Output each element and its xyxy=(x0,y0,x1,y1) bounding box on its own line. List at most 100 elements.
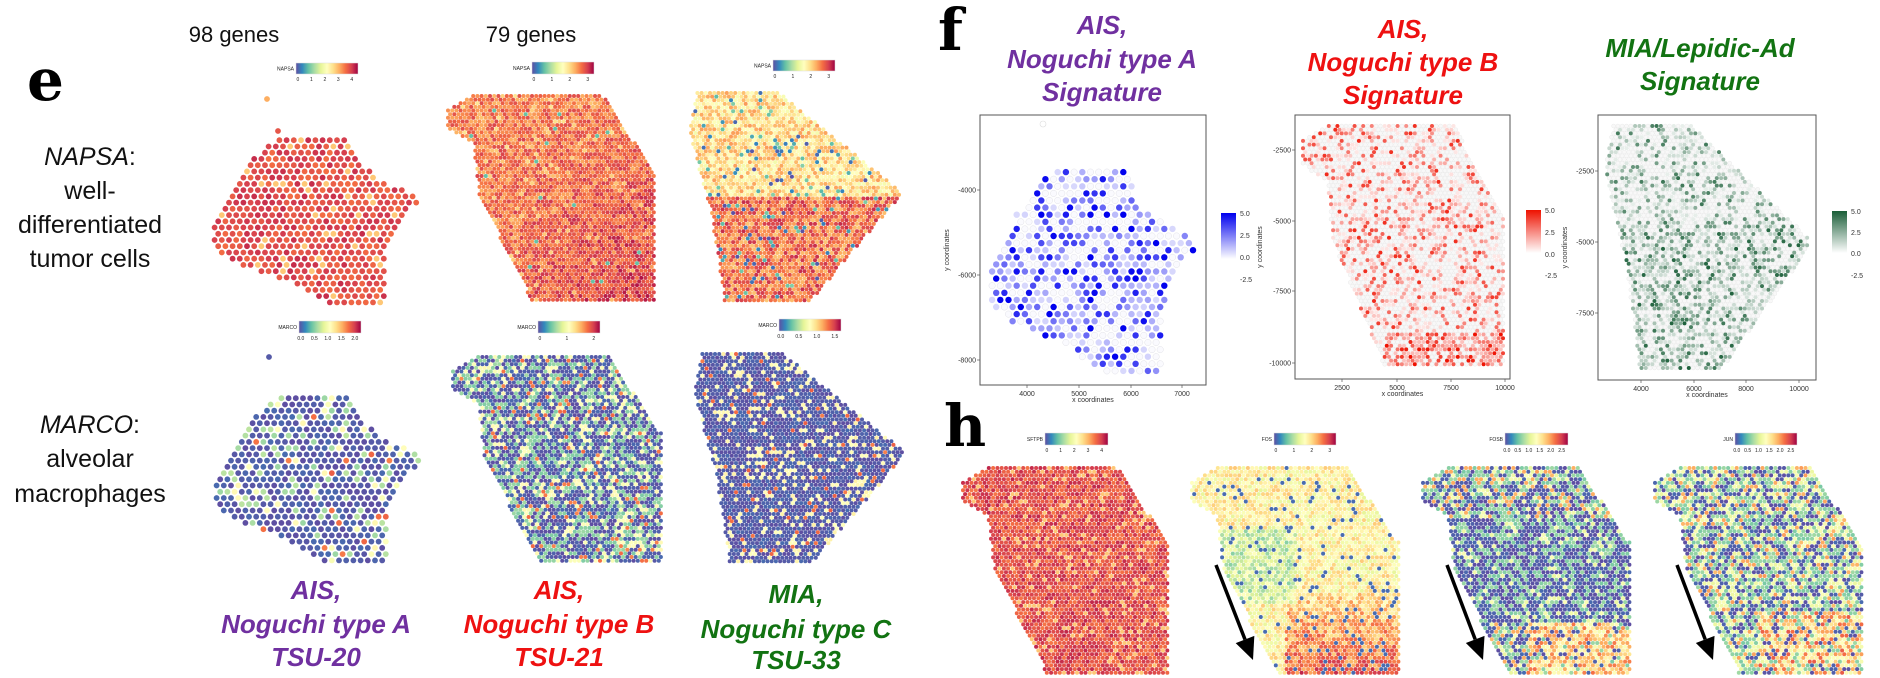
spot xyxy=(513,152,518,157)
spot xyxy=(559,203,564,208)
spot xyxy=(609,174,614,178)
spot xyxy=(496,152,501,157)
spot xyxy=(557,155,562,160)
spot xyxy=(348,174,355,181)
spot xyxy=(534,130,539,135)
spot xyxy=(578,148,583,153)
spot xyxy=(823,181,828,186)
spot xyxy=(834,236,838,241)
spot xyxy=(580,261,585,266)
spot xyxy=(475,123,480,128)
spot xyxy=(861,232,866,237)
spot xyxy=(737,280,742,285)
spot xyxy=(500,210,505,215)
spot xyxy=(609,297,614,302)
spot xyxy=(708,134,712,139)
spot xyxy=(804,287,809,292)
spot xyxy=(735,94,740,99)
spot xyxy=(578,272,583,277)
spot xyxy=(294,143,301,150)
spot xyxy=(639,166,644,171)
spot xyxy=(348,287,355,293)
spot xyxy=(567,123,572,128)
spot xyxy=(586,272,591,277)
spot xyxy=(804,149,809,154)
spot xyxy=(599,294,604,298)
spot xyxy=(283,262,290,268)
spot xyxy=(701,160,706,165)
spot xyxy=(622,203,627,208)
spot xyxy=(509,203,513,208)
spot xyxy=(366,268,373,275)
spot xyxy=(236,218,243,225)
spot xyxy=(561,104,566,109)
spot xyxy=(254,249,261,256)
spot xyxy=(808,221,813,226)
spot xyxy=(504,203,509,208)
spot xyxy=(743,232,748,237)
spot xyxy=(488,210,492,215)
spot xyxy=(477,141,482,146)
spot xyxy=(498,206,503,211)
spot xyxy=(559,108,564,113)
spot xyxy=(557,214,562,218)
spot xyxy=(632,163,637,168)
spot xyxy=(785,211,790,215)
spot xyxy=(397,463,404,470)
spot xyxy=(777,116,782,121)
spot xyxy=(632,228,637,233)
spot xyxy=(863,163,868,168)
spot xyxy=(294,255,301,262)
spot xyxy=(502,163,507,168)
spot xyxy=(714,152,719,157)
spot xyxy=(643,224,648,229)
spot xyxy=(553,235,558,240)
spot xyxy=(464,126,469,131)
spot xyxy=(735,240,740,245)
spot xyxy=(337,230,344,237)
spot xyxy=(525,174,530,178)
spot xyxy=(873,211,878,215)
spot xyxy=(593,297,597,302)
spot xyxy=(544,170,549,175)
spot xyxy=(630,254,635,258)
spot xyxy=(599,155,604,160)
spot xyxy=(597,115,602,120)
spot xyxy=(802,276,807,281)
spot xyxy=(632,214,637,218)
spot xyxy=(796,120,801,125)
spot xyxy=(827,138,832,143)
spot xyxy=(569,235,574,240)
spot xyxy=(720,243,725,248)
spot xyxy=(844,247,849,252)
spot xyxy=(855,156,859,161)
spot xyxy=(517,137,522,142)
spot xyxy=(716,127,721,132)
spot xyxy=(319,224,326,231)
spot xyxy=(551,152,555,157)
spot xyxy=(733,221,738,226)
spot xyxy=(534,246,539,251)
spot xyxy=(334,212,340,219)
spot xyxy=(285,395,292,402)
spot xyxy=(813,192,817,197)
spot xyxy=(842,243,847,248)
spot xyxy=(513,210,518,215)
spot xyxy=(766,134,771,139)
spot xyxy=(517,94,522,98)
spot xyxy=(563,130,568,135)
spot xyxy=(217,501,224,508)
spot xyxy=(308,193,315,200)
spot xyxy=(496,224,501,229)
spot xyxy=(796,243,801,248)
spot xyxy=(831,254,836,259)
spot xyxy=(821,149,826,154)
spot xyxy=(760,189,765,194)
spot xyxy=(368,451,375,458)
spot xyxy=(817,207,822,212)
spot xyxy=(530,210,534,215)
spot xyxy=(764,196,769,201)
spot xyxy=(404,463,411,470)
spot xyxy=(509,217,513,222)
spot xyxy=(540,221,545,226)
